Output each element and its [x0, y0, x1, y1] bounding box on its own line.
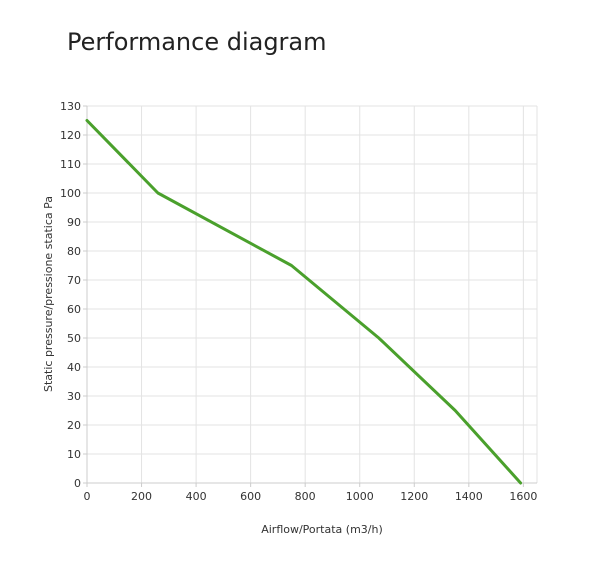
x-tick-label: 1200: [400, 490, 428, 503]
x-tick-label: 1000: [346, 490, 374, 503]
y-tick-label: 100: [60, 187, 81, 200]
y-tick-label: 80: [67, 245, 81, 258]
y-tick-label: 70: [67, 274, 81, 287]
chart-title: Performance diagram: [67, 28, 327, 56]
y-tick-label: 0: [74, 477, 81, 490]
y-tick-label: 90: [67, 216, 81, 229]
x-tick-label: 1400: [455, 490, 483, 503]
y-tick-label: 10: [67, 448, 81, 461]
chart-series: [85, 119, 523, 485]
x-axis-label: Airflow/Portata (m3/h): [261, 523, 383, 536]
y-tick-label: 110: [60, 158, 81, 171]
x-tick-label: 200: [131, 490, 152, 503]
x-tick-label: 0: [84, 490, 91, 503]
chart-axes: [86, 106, 537, 484]
x-tick-label: 1600: [509, 490, 537, 503]
y-tick-label: 30: [67, 390, 81, 403]
y-axis-label: Static pressure/pressione statica Pa: [42, 196, 55, 392]
x-axis-ticks: 0 200 400 600 800 1000 1200 1400 1600: [84, 483, 537, 503]
y-tick-label: 20: [67, 419, 81, 432]
x-tick-label: 800: [295, 490, 316, 503]
x-tick-label: 400: [186, 490, 207, 503]
y-axis-ticks: 0 10 20 30 40 50 60 70 80 90 100 110 120 130: [60, 100, 87, 490]
y-tick-label: 130: [60, 100, 81, 113]
series-line: [85, 119, 523, 485]
y-tick-label: 40: [67, 361, 81, 374]
y-tick-label: 50: [67, 332, 81, 345]
y-tick-label: 60: [67, 303, 81, 316]
x-tick-label: 600: [240, 490, 261, 503]
y-tick-label: 120: [60, 129, 81, 142]
